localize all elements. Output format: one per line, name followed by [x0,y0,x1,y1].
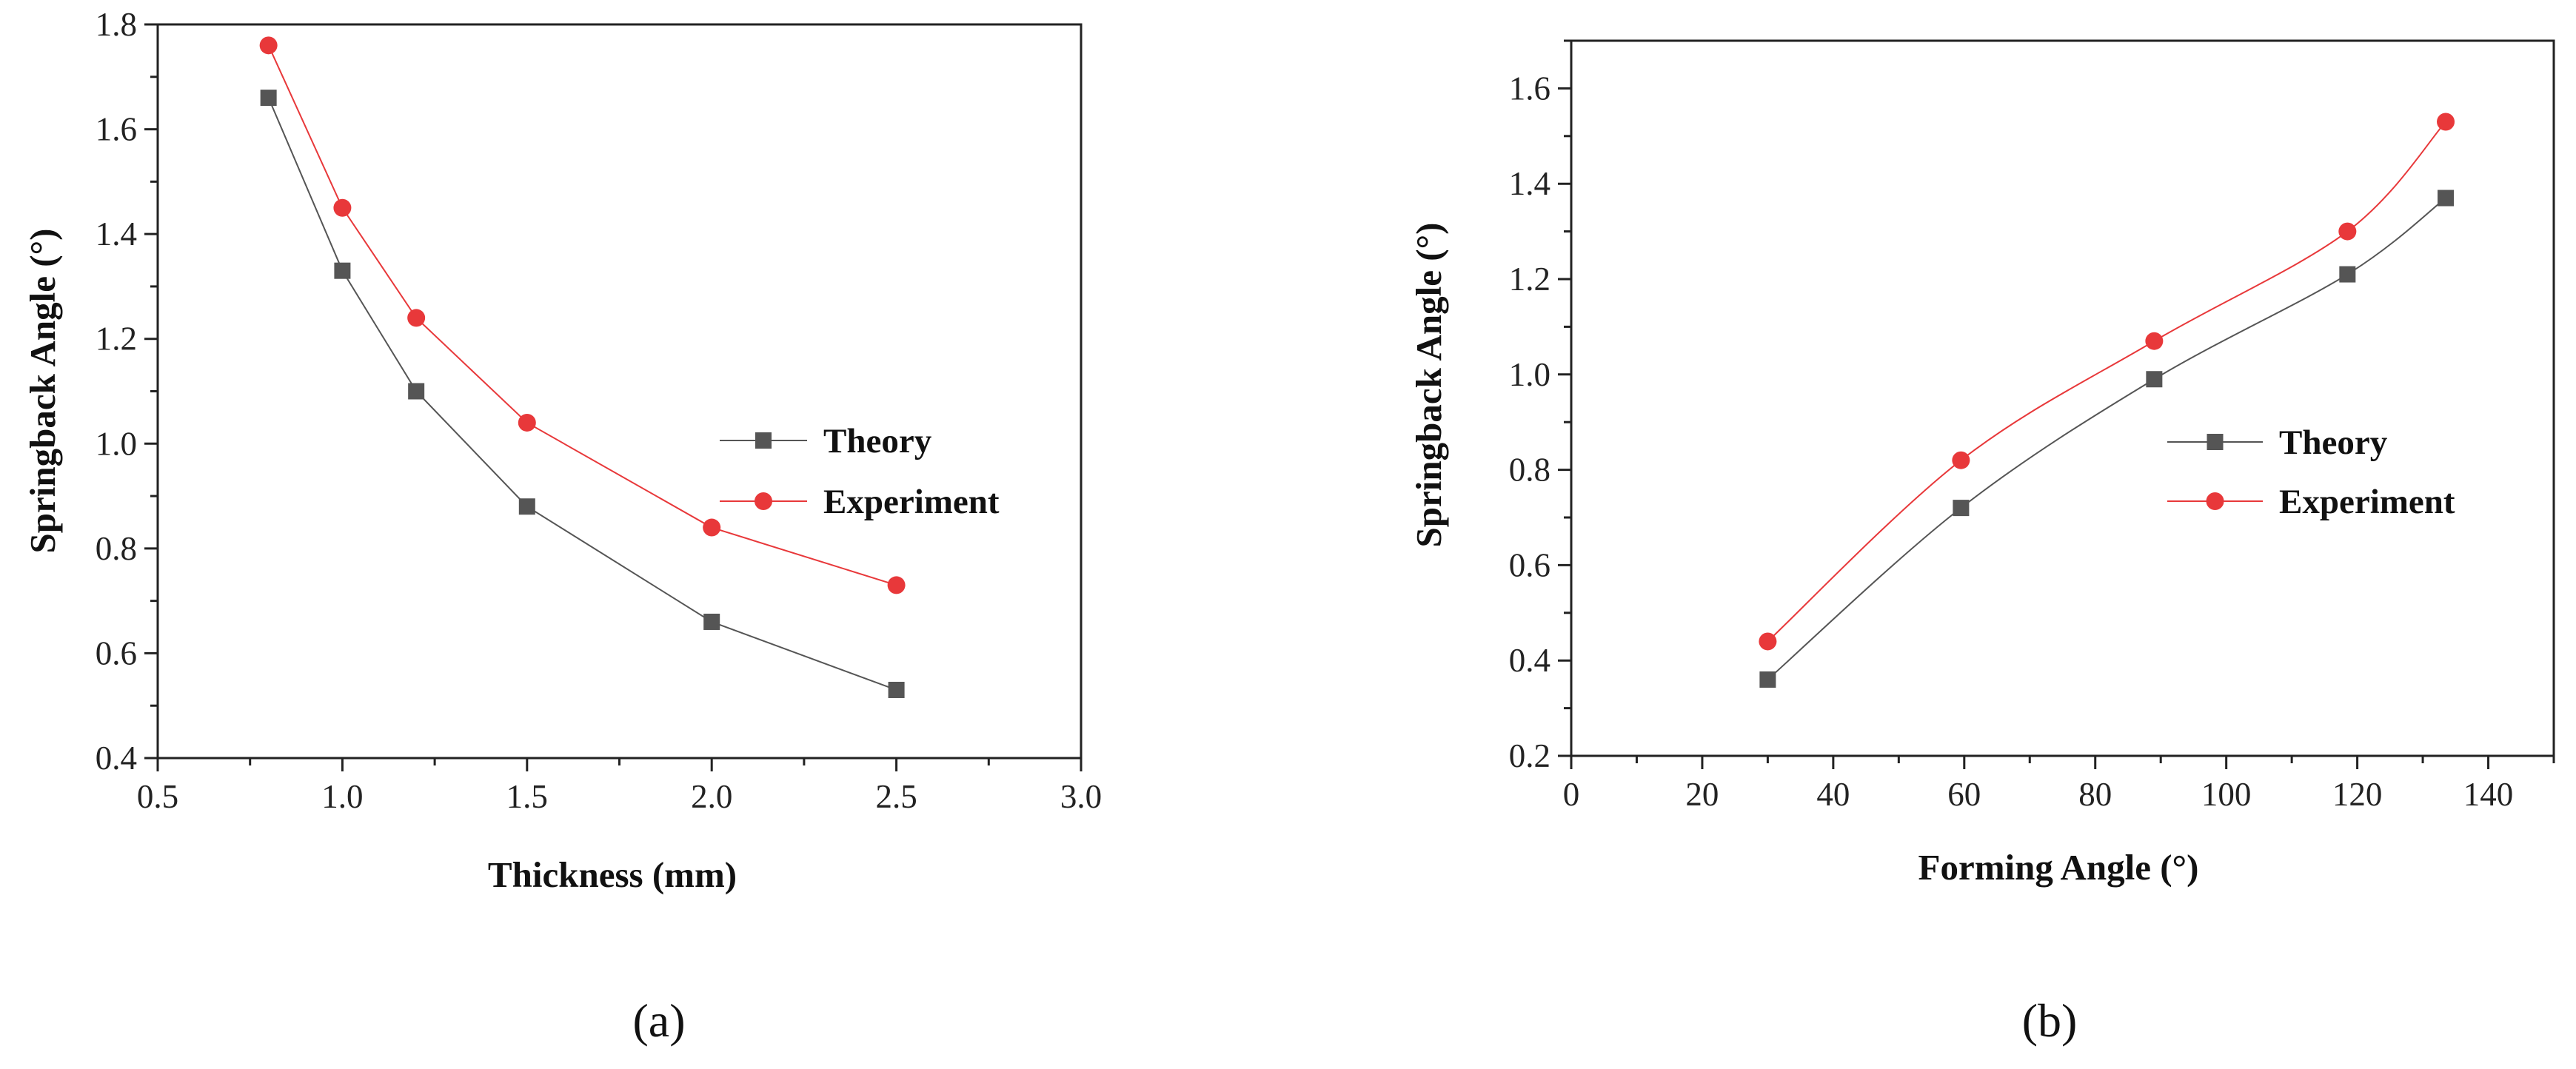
chart-a-legend: Theory Experiment [720,422,1000,521]
x-tick-label: 120 [2332,776,2383,813]
chart-b-caption: (b) [2022,994,2078,1047]
data-point-experiment [703,518,721,537]
x-tick-label: 1.0 [321,778,363,815]
plot-frame [1570,39,2555,757]
data-point-theory [334,262,351,279]
chart-a-y-axis-title: Springback Angle (°) [22,229,63,554]
data-point-theory [2146,371,2163,388]
series-line-theory [267,97,897,691]
data-point-theory [2339,266,2356,283]
y-tick-label: 0.6 [96,634,137,671]
x-tick-label: 2.0 [691,778,732,815]
x-tick-label: 40 [1816,776,1850,813]
chart-b-marks: 0 20 40 60 80 100 120 140 0.2 0.4 0.6 0.8 1.0 1.2 1.4 1… [1509,39,2555,813]
x-tick-label: 140 [2463,776,2514,813]
y-tick-label: 0.6 [1509,546,1550,583]
x-tick-label: 80 [2078,776,2112,813]
data-point-experiment [2145,332,2164,350]
y-tick-label: 0.4 [96,740,137,777]
y-tick-label: 1.8 [96,6,137,43]
data-point-theory [888,681,905,698]
chart-b-forming-angle: 0 20 40 60 80 100 120 140 0.2 0.4 0.6 0.8 1.0 1.2 1.4 1… [1408,39,2555,1047]
y-tick-label: 1.2 [96,321,137,358]
legend-experiment-label: Experiment [2279,483,2455,521]
x-tick-label: 100 [2201,776,2252,813]
series-line-experiment [1767,121,2446,643]
chart-b-x-axis-title: Forming Angle (°) [1918,847,2199,888]
data-point-theory [2438,190,2455,207]
chart-b-legend: Theory Experiment [2167,423,2455,521]
data-point-experiment [2338,222,2357,241]
series-line-theory [1767,197,2446,680]
legend-theory-marker [755,432,772,449]
y-tick-label: 0.2 [1509,737,1550,774]
data-point-theory [408,383,425,400]
data-point-theory [260,90,277,107]
legend-theory-label: Theory [823,422,932,460]
data-point-theory [703,613,720,630]
plot-frame [156,23,1083,760]
data-point-experiment [518,413,536,432]
y-tick-label: 1.0 [1509,356,1550,393]
data-point-experiment [1759,632,1777,651]
y-tick-label: 0.8 [1509,452,1550,489]
series-line-experiment [267,44,897,586]
x-tick-label: 2.5 [875,778,917,815]
y-tick-label: 1.0 [96,425,137,462]
y-tick-label: 1.2 [1509,261,1550,298]
legend-experiment-label: Experiment [823,483,1000,521]
y-tick-label: 0.8 [96,530,137,567]
x-tick-label: 60 [1947,776,1981,813]
x-tick-label: 0.5 [137,778,178,815]
y-tick-label: 1.4 [96,215,137,252]
data-point-experiment [407,309,426,327]
y-tick-label: 1.6 [1509,70,1550,107]
legend-theory-label: Theory [2279,423,2388,462]
x-tick-label: 1.5 [506,778,548,815]
chart-b-y-axis-title: Springback Angle (°) [1408,223,1449,548]
chart-a-caption: (a) [632,994,685,1047]
data-point-experiment [259,36,278,55]
data-point-experiment [1952,451,1970,469]
chart-a-thickness: 0.5 1.0 1.5 2.0 2.5 3.0 0.4 0.6 0.8 1.0 1.2 1.4 1.6 1… [22,6,1102,1047]
x-tick-label: 0 [1563,776,1580,813]
y-tick-label: 1.4 [1509,165,1550,202]
data-point-experiment [887,576,906,594]
legend-theory-marker [2207,434,2224,450]
data-point-experiment [2437,113,2455,131]
legend-experiment-marker [2206,492,2224,510]
data-point-theory [518,498,535,515]
x-tick-label: 3.0 [1060,778,1102,815]
data-point-theory [1759,671,1776,688]
chart-a-marks: 0.5 1.0 1.5 2.0 2.5 3.0 0.4 0.6 0.8 1.0 1.2 1.4 1.6 1… [96,6,1102,815]
x-tick-label: 20 [1685,776,1719,813]
y-tick-label: 1.6 [96,111,137,148]
chart-a-x-axis-title: Thickness (mm) [488,854,737,895]
data-point-experiment [333,198,352,217]
legend-experiment-marker [755,492,772,510]
data-point-theory [1953,500,1970,517]
y-tick-label: 0.4 [1509,642,1550,679]
